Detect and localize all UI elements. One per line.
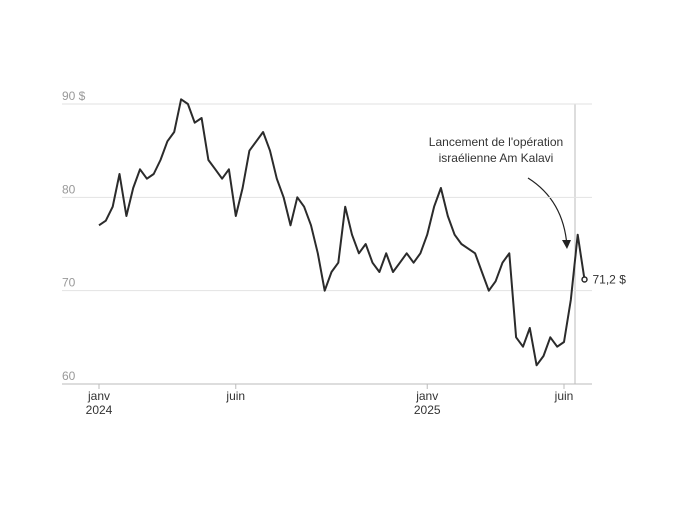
y-tick-label: 70 [62,276,76,290]
line [98,98,586,367]
y-tick-label: 60 [62,369,76,383]
annotation-arrow [527,177,568,247]
x-tick-label: janv 2025 [414,389,441,417]
arrow-head [562,240,571,249]
annotation: Lancement de l'opération [429,135,563,149]
x-tick-label: janv 2024 [86,389,113,417]
value-label: 71,2 $ [593,272,627,286]
y-tick-label: 80 [62,182,76,196]
y-tick-label: 90 $ [62,89,86,103]
x-tick-label: juin [225,389,245,403]
x-tick-label: juin [554,389,574,403]
end-point [581,276,588,283]
annotation: israélienne Am Kalavi [439,151,554,165]
